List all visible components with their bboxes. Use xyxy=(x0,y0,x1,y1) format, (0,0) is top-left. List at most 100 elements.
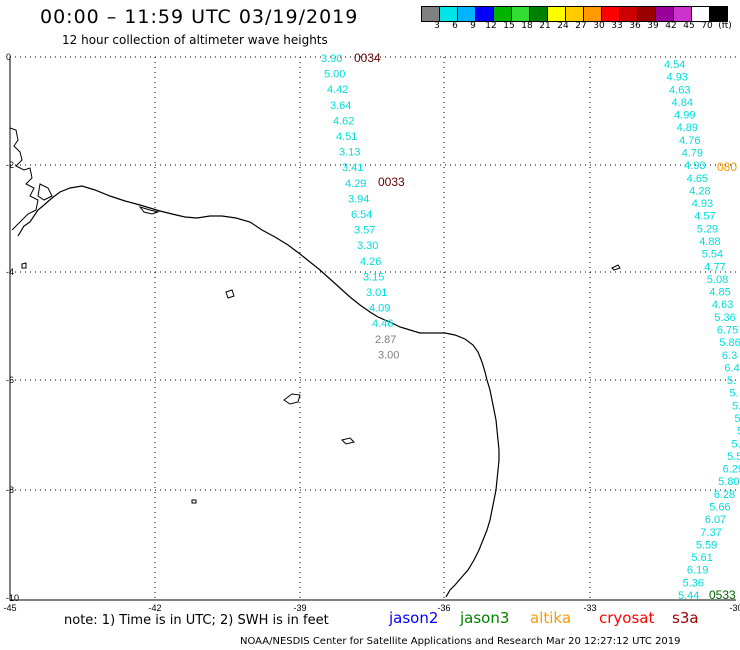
wave-height-label: 3.94 xyxy=(348,193,369,205)
wave-height-label: 4.93 xyxy=(684,160,705,172)
wave-height-label: 4.09 xyxy=(369,303,390,315)
island-4 xyxy=(191,499,197,504)
wave-height-label: 6.54 xyxy=(351,209,372,221)
coastline-bay xyxy=(138,206,160,215)
x-tick-label: -39 xyxy=(293,603,306,613)
wave-height-label: 5.36 xyxy=(714,312,735,324)
y-tick-label: -2 xyxy=(6,160,14,170)
wave-height-label: 3.13 xyxy=(339,147,360,159)
y-tick-label: -8 xyxy=(6,485,14,495)
x-tick-label: -33 xyxy=(583,603,596,613)
legend-label: 18 xyxy=(521,21,533,31)
wave-height-label: 5.00 xyxy=(324,69,345,81)
legend-label: 27 xyxy=(575,21,587,31)
legend-label: 30 xyxy=(593,21,605,31)
footer-credit: NOAA/NESDIS Center for Satellite Applica… xyxy=(240,636,681,647)
wave-height-label: 4.77 xyxy=(704,261,725,273)
legend-label: 21 xyxy=(539,21,551,31)
x-tick-label: -42 xyxy=(148,603,161,613)
map-frame xyxy=(9,57,736,601)
wave-height-label: 3.64 xyxy=(330,100,351,112)
track-2-labels: 4.544.934.634.844.994.894.764.794.934.65… xyxy=(664,59,740,602)
coastline-brazil xyxy=(17,185,500,598)
wave-height-label: 2.87 xyxy=(375,334,396,346)
grid-horizontal xyxy=(10,56,736,491)
wave-height-label: 3.00 xyxy=(378,349,399,361)
wave-height-label: 4.54 xyxy=(664,59,685,71)
y-tick-label: -4 xyxy=(6,267,14,277)
satellite-jason3: jason3 xyxy=(460,609,510,627)
wave-height-label: 3.41 xyxy=(342,162,363,174)
y-tick-label: -10 xyxy=(6,593,19,603)
wave-height-label: 5.0 xyxy=(737,426,740,438)
wave-height-label: 4.85 xyxy=(709,287,730,299)
wave-height-label: 4.65 xyxy=(687,173,708,185)
legend-label: 33 xyxy=(611,21,623,31)
legend-label: 24 xyxy=(557,21,569,31)
legend-label: 70 xyxy=(701,21,713,31)
x-tick-label: -45 xyxy=(3,603,16,613)
legend-label: 9 xyxy=(470,21,476,31)
satellite-cryosat: cryosat xyxy=(599,609,655,627)
wave-height-label: 5.54 xyxy=(702,249,723,261)
wave-height-label: 4.28 xyxy=(689,185,710,197)
legend-label: 39 xyxy=(647,21,659,31)
wave-height-label: 4.88 xyxy=(699,236,720,248)
wave-height-label: 6.07 xyxy=(705,514,726,526)
island-6 xyxy=(611,264,621,271)
wave-height-label: 4.26 xyxy=(360,256,381,268)
wave-height-label: 4.29 xyxy=(345,178,366,190)
satellite-s3a: s3a xyxy=(672,609,699,627)
wave-height-label: 4.79 xyxy=(682,148,703,160)
y-tick-label: 0 xyxy=(6,52,11,62)
wave-height-label: 3.30 xyxy=(357,240,378,252)
wave-height-label: 5.54 xyxy=(727,451,740,463)
wave-height-label: 5.36 xyxy=(682,577,703,589)
wave-height-label: 5. xyxy=(729,388,738,400)
wave-height-label: 5.86 xyxy=(719,337,740,349)
island-3 xyxy=(341,437,355,445)
satellite-altika: altika xyxy=(530,609,572,627)
wave-height-label: 3.01 xyxy=(366,287,387,299)
wave-height-label: 5.08 xyxy=(707,274,728,286)
page-subtitle: 12 hour collection of altimeter wave hei… xyxy=(62,33,328,47)
legend-label: 15 xyxy=(503,21,515,31)
wave-height-label: 4.76 xyxy=(679,135,700,147)
time-label-0533: 0533 xyxy=(709,588,736,602)
wave-height-label: 4.99 xyxy=(674,110,695,122)
wave-height-label: 4.46 xyxy=(372,318,393,330)
wave-height-label: 5.34 xyxy=(732,438,740,450)
wave-height-label: 5.80 xyxy=(718,476,739,488)
coastline-islands-north xyxy=(9,127,53,231)
wave-height-label: 3.57 xyxy=(354,225,375,237)
legend-label: 12 xyxy=(485,21,497,31)
wave-height-label: 5.61 xyxy=(691,552,712,564)
wave-height-label: 4.42 xyxy=(327,84,348,96)
satellite-jason2: jason2 xyxy=(389,609,439,627)
wave-height-label: 6.75 xyxy=(717,325,738,337)
legend-label: 6 xyxy=(452,21,458,31)
wave-height-label: 6.29 xyxy=(723,464,740,476)
wave-height-label: 6.19 xyxy=(687,565,708,577)
wave-height-label: 4.89 xyxy=(677,122,698,134)
note-text: note: 1) Time is in UTC; 2) SWH is in fe… xyxy=(64,613,329,628)
wave-height-label: 6.3 xyxy=(722,350,737,362)
page-title: 00:00 – 11:59 UTC 03/19/2019 xyxy=(40,6,359,28)
wave-height-label: 3.90 xyxy=(321,53,342,65)
wave-height-label: 5.29 xyxy=(697,223,718,235)
wave-height-label: 5.44 xyxy=(678,590,699,602)
y-tick-label: -6 xyxy=(6,375,14,385)
wave-height-label: 7.37 xyxy=(700,527,721,539)
legend-label: 45 xyxy=(683,21,695,31)
wave-height-label: 5. xyxy=(734,413,740,425)
color-legend xyxy=(421,6,728,22)
wave-height-label: 3.15 xyxy=(363,271,384,283)
wave-height-label: 4.51 xyxy=(336,131,357,143)
x-tick-label: -30 xyxy=(729,603,740,613)
track-1-labels: 3.90 5.00 4.42 3.64 4.62 4.51 3.13 3.41 4.29 3.94… xyxy=(321,53,399,361)
island-2 xyxy=(283,393,301,405)
legend-label: 36 xyxy=(629,21,641,31)
wave-height-label: 4.63 xyxy=(712,299,733,311)
wave-height-label: 4.93 xyxy=(667,72,688,84)
